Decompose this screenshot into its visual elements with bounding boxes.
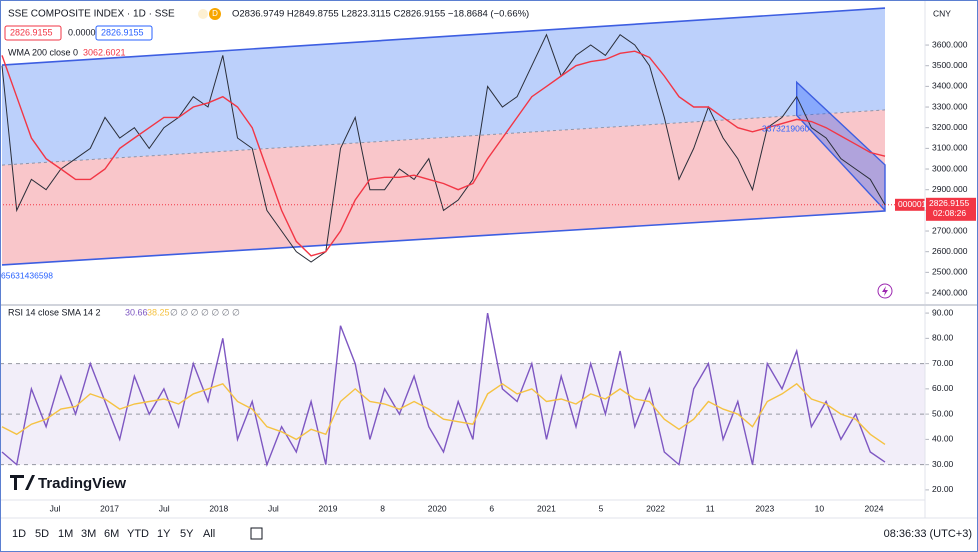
channel-line [1, 7, 886, 66]
clock: 08:36:33 (UTC+3) [884, 528, 972, 540]
range-button[interactable]: 1D [12, 528, 26, 540]
rsi-plot [0, 312, 925, 467]
x-tick-label: 2017 [100, 503, 119, 513]
x-tick-label: 2023 [755, 503, 774, 513]
price-plot [1, 7, 886, 266]
range-button[interactable]: 5D [35, 528, 49, 540]
x-tick-label: Jul [159, 503, 170, 513]
x-tick-label: 2018 [209, 503, 228, 513]
sell: 2826.9155 [10, 27, 53, 37]
range-button[interactable]: 6M [104, 528, 119, 540]
y-tick-label: 3600.000 [932, 39, 968, 49]
sell-box[interactable] [4, 25, 62, 41]
x-tick-label: 2019 [319, 503, 338, 513]
badge: D [212, 9, 218, 18]
y-tick-label: 30.00 [932, 459, 954, 469]
alert-bolt [882, 286, 888, 296]
range-button[interactable]: YTD [127, 528, 149, 540]
series-line [1, 312, 886, 467]
x-tick-label: 11 [706, 503, 715, 513]
logo: TradingView [38, 475, 126, 492]
code-tag [895, 198, 925, 211]
badge-dot [198, 9, 208, 19]
range-button[interactable]: 5Y [180, 528, 194, 540]
x-tick-label: 2021 [537, 503, 556, 513]
y-tick-label: 70.00 [932, 358, 954, 368]
y-tick-label: 60.00 [932, 383, 954, 393]
y-tick-label: 80.00 [932, 333, 954, 343]
y-tick-label: 2500.000 [932, 267, 968, 277]
calendar-icon[interactable] [250, 527, 263, 540]
y-tick-label: 90.00 [932, 307, 954, 317]
x-tick-label: Jul [50, 503, 61, 513]
y-tick-label: 2400.000 [932, 287, 968, 297]
y-tick-label: 3100.000 [932, 143, 968, 153]
range-button[interactable]: All [203, 528, 215, 540]
buy-box[interactable] [95, 25, 153, 41]
y-tick-label: 3500.000 [932, 60, 968, 70]
wma-value: 3062.6021 [83, 47, 126, 57]
x-tick-label: 2024 [865, 503, 884, 513]
y-tick-label: 2900.000 [932, 184, 968, 194]
y-tick-label: 2600.000 [932, 246, 968, 256]
y-tick-label: 20.00 [932, 484, 954, 494]
y-tick-label: 3000.000 [932, 163, 968, 173]
rsi-value: 30.66 [125, 307, 148, 317]
x-tick-label: 2022 [646, 503, 665, 513]
wma-label: WMA 200 close 0 [8, 47, 78, 57]
range-button[interactable]: 1Y [157, 528, 171, 540]
y-tick-label: 40.00 [932, 434, 954, 444]
ohlc: O2836.9749 H2849.8755 L2823.3115 C2826.9… [232, 9, 529, 20]
code-tag-text: 000001 [898, 199, 927, 209]
y-tick-label: 50.00 [932, 408, 954, 418]
x-tick-label: 5 [599, 503, 604, 513]
currency: CNY [933, 8, 951, 18]
symbol: SSE COMPOSITE INDEX · 1D · SSE [8, 9, 175, 20]
rsi-label: RSI 14 close SMA 14 2 [8, 307, 101, 317]
x-tick-label: 8 [380, 503, 385, 513]
x-tick-label: 2020 [428, 503, 447, 513]
range-button[interactable]: 3M [81, 528, 96, 540]
mid-level: 3373219060 [762, 123, 810, 133]
lower-band [2, 109, 885, 265]
spread: 0.0000 [68, 27, 96, 37]
badge-circle [209, 8, 221, 20]
price-tag-text: 2826.9155 [929, 198, 969, 208]
x-tick-label: Jul [268, 503, 279, 513]
channel-line [1, 210, 886, 266]
x-tick-label: 10 [815, 503, 825, 513]
series-line [1, 50, 886, 257]
y-tick-label: 3400.000 [932, 81, 968, 91]
upper-band [2, 8, 885, 166]
y-tick-label: 2700.000 [932, 225, 968, 235]
series-line [1, 382, 886, 445]
logo-mark [10, 475, 35, 490]
price-tag [926, 197, 976, 221]
y-tick-label: 3300.000 [932, 101, 968, 111]
sma-value: 38.25 [147, 307, 170, 317]
rsi-empty: ∅ ∅ ∅ ∅ ∅ ∅ ∅ [170, 307, 240, 317]
falling-channel [796, 80, 886, 213]
series-line [1, 33, 886, 263]
y-tick-label: 3200.000 [932, 122, 968, 132]
x-tick-label: 6 [489, 503, 494, 513]
countdown-text: 02:08:26 [933, 208, 966, 218]
left-level: 65631436598 [1, 270, 53, 280]
buy: 2826.9155 [101, 27, 144, 37]
range-button[interactable]: 1M [58, 528, 73, 540]
